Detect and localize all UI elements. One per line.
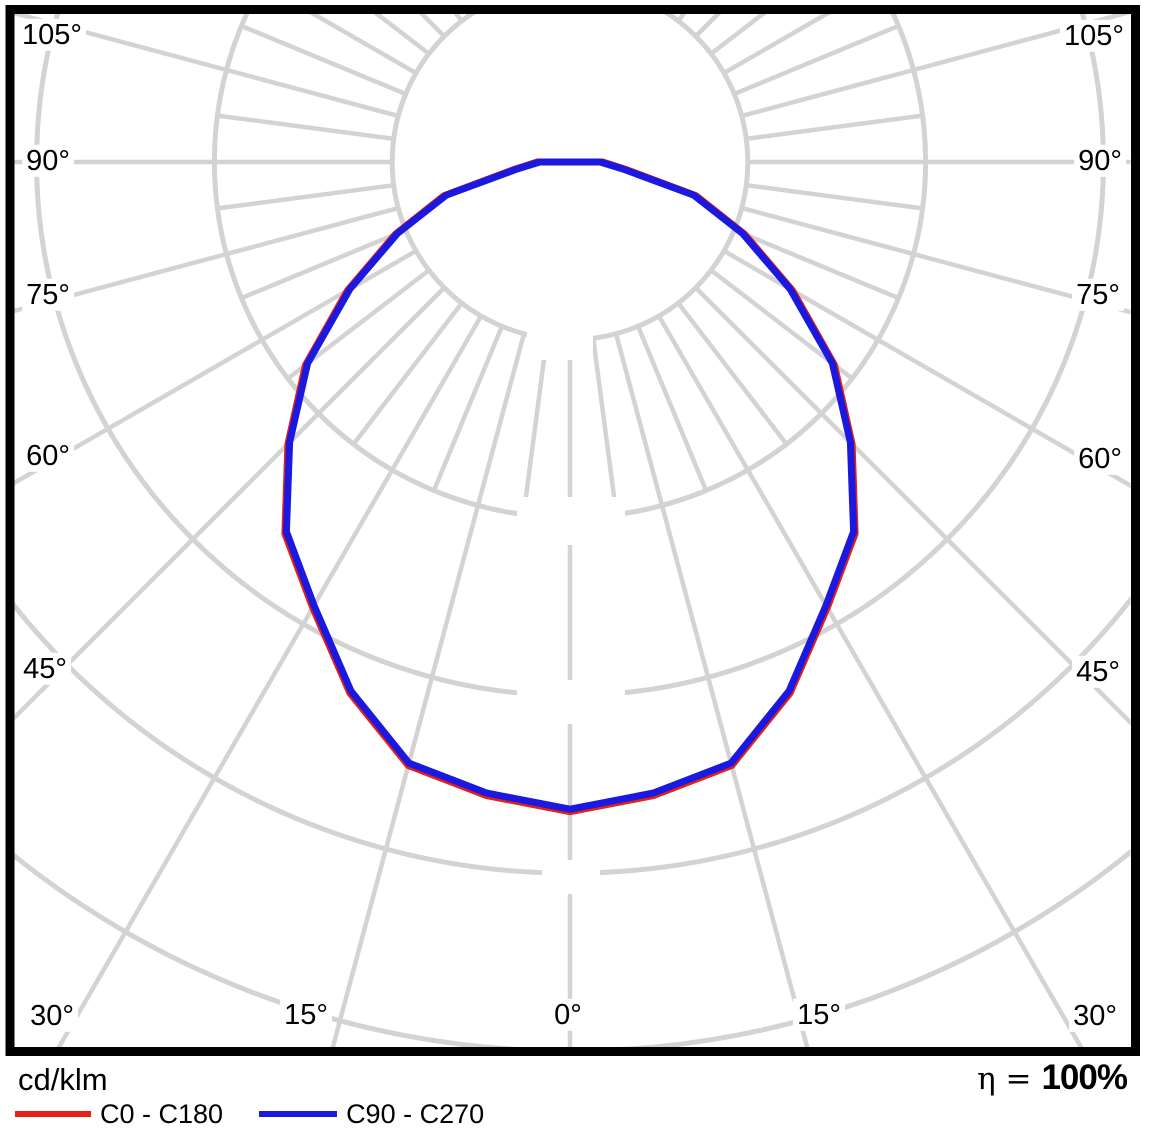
plot-border [5, 5, 1140, 1056]
efficiency-value: 100% [1041, 1058, 1128, 1097]
legend-label-c0-c180: C0 - C180 [100, 1098, 224, 1129]
legend-label-c90-c270: C90 - C270 [346, 1098, 485, 1129]
efficiency-readout: η = 100% [977, 1058, 1128, 1098]
unit-label: cd/klm [18, 1062, 108, 1097]
curve-c90-c270 [282, 158, 858, 813]
legend-swatch-c0-c180 [15, 1111, 91, 1117]
eta-symbol: η = [977, 1061, 1032, 1097]
legend-swatch-c90-c270 [259, 1111, 338, 1117]
legend: C0 - C180 C90 - C270 [15, 1098, 484, 1130]
